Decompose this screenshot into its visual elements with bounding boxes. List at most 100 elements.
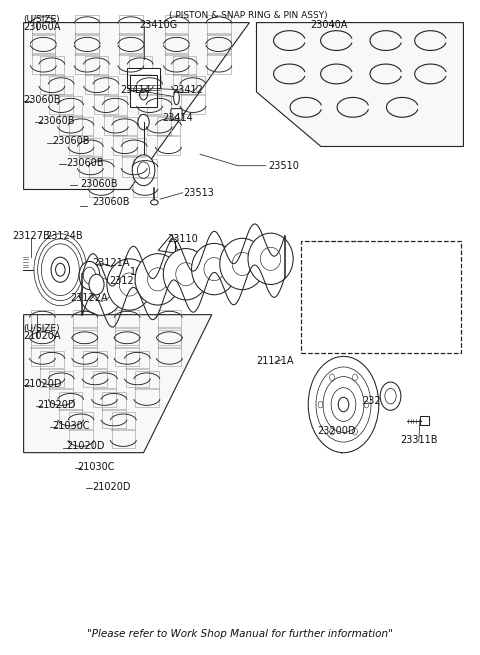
Bar bbox=[73, 310, 96, 345]
Text: 23040A: 23040A bbox=[311, 20, 348, 29]
Bar bbox=[84, 350, 107, 386]
Text: 21020D: 21020D bbox=[92, 481, 131, 492]
Bar bbox=[79, 138, 102, 177]
Ellipse shape bbox=[174, 90, 180, 105]
Text: 23226B: 23226B bbox=[362, 396, 400, 406]
Bar bbox=[165, 35, 188, 74]
Bar bbox=[207, 15, 230, 54]
Bar bbox=[89, 159, 113, 197]
Ellipse shape bbox=[163, 248, 208, 300]
Text: 23060A: 23060A bbox=[24, 22, 61, 32]
Bar bbox=[59, 392, 83, 428]
Polygon shape bbox=[24, 22, 250, 189]
Ellipse shape bbox=[79, 264, 124, 315]
Ellipse shape bbox=[135, 253, 180, 305]
Text: 23060B: 23060B bbox=[24, 94, 61, 105]
Bar bbox=[102, 392, 126, 428]
Text: (U/SIZE): (U/SIZE) bbox=[24, 15, 60, 24]
Bar bbox=[113, 117, 136, 155]
FancyBboxPatch shape bbox=[171, 109, 182, 120]
Bar bbox=[338, 280, 363, 309]
Ellipse shape bbox=[220, 238, 265, 290]
Text: 23110: 23110 bbox=[167, 234, 198, 244]
Circle shape bbox=[41, 244, 79, 295]
Text: 23060B: 23060B bbox=[80, 179, 118, 189]
Ellipse shape bbox=[91, 278, 111, 301]
Bar bbox=[301, 241, 461, 353]
Circle shape bbox=[380, 382, 401, 410]
Circle shape bbox=[37, 239, 83, 301]
Text: 1601DG: 1601DG bbox=[130, 267, 169, 277]
Text: 23124B: 23124B bbox=[45, 231, 83, 241]
Ellipse shape bbox=[232, 252, 252, 276]
Text: 23410G: 23410G bbox=[139, 20, 177, 29]
Text: 21020D: 21020D bbox=[24, 379, 62, 389]
Bar bbox=[104, 96, 127, 135]
Bar bbox=[94, 76, 118, 115]
Circle shape bbox=[56, 263, 65, 276]
Bar bbox=[335, 274, 366, 292]
Bar bbox=[135, 371, 158, 407]
Text: 21020D: 21020D bbox=[66, 441, 105, 451]
Circle shape bbox=[51, 257, 70, 282]
Text: 23127B: 23127B bbox=[12, 231, 49, 241]
Text: 23060B: 23060B bbox=[38, 116, 75, 126]
Bar bbox=[420, 416, 429, 425]
Circle shape bbox=[89, 274, 104, 295]
Text: (PISTON & PIN ASSY): (PISTON & PIN ASSY) bbox=[308, 241, 395, 250]
Text: 23510: 23510 bbox=[268, 160, 299, 171]
Circle shape bbox=[138, 115, 149, 130]
Bar bbox=[157, 310, 181, 345]
Ellipse shape bbox=[121, 282, 126, 293]
Circle shape bbox=[385, 388, 396, 404]
Bar bbox=[157, 330, 181, 366]
Circle shape bbox=[84, 267, 96, 284]
Ellipse shape bbox=[204, 257, 224, 280]
Bar bbox=[75, 35, 99, 74]
Bar bbox=[31, 330, 54, 366]
Polygon shape bbox=[256, 22, 464, 147]
Bar bbox=[115, 310, 139, 345]
Text: 23200D: 23200D bbox=[318, 426, 356, 436]
Bar bbox=[49, 371, 73, 407]
Circle shape bbox=[308, 356, 379, 453]
Bar bbox=[32, 35, 55, 74]
Bar bbox=[115, 330, 139, 366]
Circle shape bbox=[137, 162, 150, 179]
Bar bbox=[93, 371, 116, 407]
Bar bbox=[181, 76, 204, 115]
Bar bbox=[69, 117, 93, 155]
Bar bbox=[73, 330, 96, 366]
Ellipse shape bbox=[192, 244, 237, 295]
Bar bbox=[40, 56, 63, 94]
Text: (U/SIZE): (U/SIZE) bbox=[24, 324, 60, 333]
Bar bbox=[138, 76, 161, 115]
Text: 23414: 23414 bbox=[162, 113, 193, 123]
Text: 23412: 23412 bbox=[329, 288, 360, 298]
Bar bbox=[40, 350, 63, 386]
Bar bbox=[69, 412, 93, 448]
Text: 23412: 23412 bbox=[172, 85, 203, 95]
Bar bbox=[126, 350, 149, 386]
Text: ( PISTON & SNAP RING & PIN ASSY): ( PISTON & SNAP RING & PIN ASSY) bbox=[169, 11, 328, 20]
Text: 23122A: 23122A bbox=[71, 293, 108, 303]
Text: 23125: 23125 bbox=[109, 276, 140, 286]
Ellipse shape bbox=[147, 268, 168, 291]
Text: 23121A: 23121A bbox=[92, 258, 129, 269]
Ellipse shape bbox=[248, 233, 293, 284]
Circle shape bbox=[34, 234, 87, 306]
Ellipse shape bbox=[120, 273, 140, 296]
Circle shape bbox=[338, 398, 349, 412]
Bar bbox=[49, 76, 73, 115]
Circle shape bbox=[140, 89, 147, 100]
Text: 23060B: 23060B bbox=[66, 158, 104, 168]
Text: 23311B: 23311B bbox=[400, 435, 437, 445]
Text: "Please refer to Work Shop Manual for further information": "Please refer to Work Shop Manual for fu… bbox=[87, 629, 393, 639]
Bar bbox=[207, 35, 230, 74]
Bar bbox=[129, 56, 152, 94]
Ellipse shape bbox=[176, 263, 196, 286]
Text: 23513: 23513 bbox=[183, 188, 215, 198]
Bar bbox=[173, 56, 196, 94]
Bar bbox=[157, 117, 180, 155]
Bar bbox=[32, 15, 55, 54]
